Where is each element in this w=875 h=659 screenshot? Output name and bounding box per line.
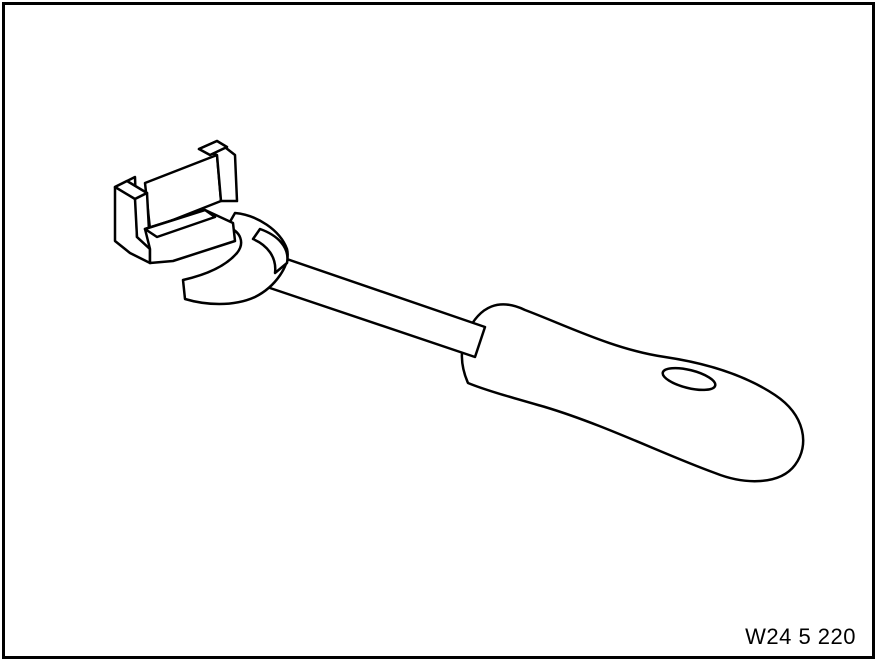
figure-id-label: W24 5 220	[745, 624, 856, 649]
handle-hole	[661, 366, 717, 392]
fork-base-step	[143, 208, 217, 239]
wrench-shaft	[265, 253, 487, 359]
fork-right-prong-top	[197, 139, 229, 157]
wrench-illustration	[113, 139, 805, 483]
jaw-collar	[251, 227, 289, 275]
wrench-handle	[460, 303, 805, 483]
